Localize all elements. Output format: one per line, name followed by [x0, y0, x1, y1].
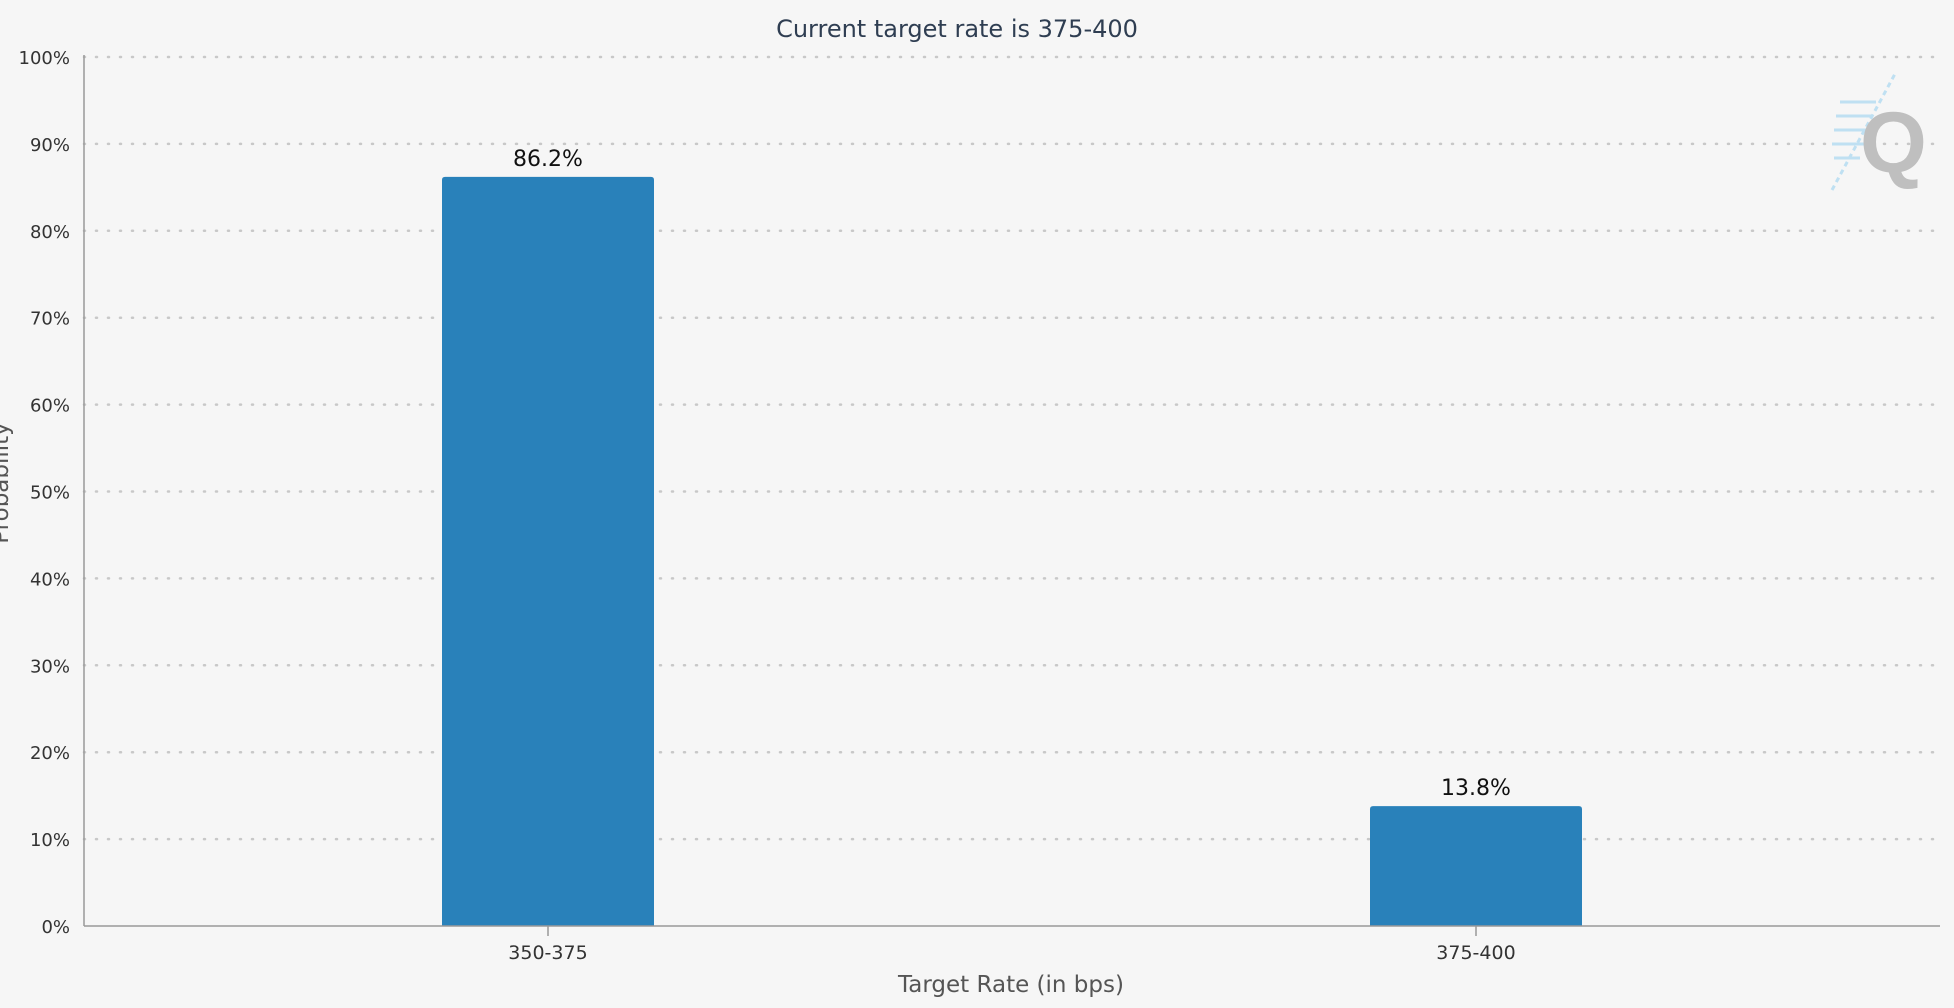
- data-labels: 86.2% 13.8%: [513, 147, 1511, 801]
- y-tick-label: 50%: [30, 483, 70, 504]
- bars: [442, 176, 1582, 926]
- grid-lines: [82, 55, 1942, 841]
- y-tick-label: 90%: [30, 135, 70, 156]
- y-tick-label: 70%: [30, 309, 70, 330]
- y-tick-label: 40%: [30, 569, 70, 590]
- bar-350-375[interactable]: [442, 176, 654, 926]
- bar-value-label: 13.8%: [1441, 776, 1511, 801]
- y-tick-label: 10%: [30, 830, 70, 851]
- x-tick-label: 350-375: [508, 942, 587, 964]
- chart-title: Current target rate is 375-400: [776, 15, 1138, 43]
- y-axis-ticks: 0% 10% 20% 30% 40% 50% 60% 70% 80% 90% 100%: [19, 48, 70, 938]
- q-logo-icon: Q: [1830, 71, 1927, 191]
- x-axis-ticks: 350-375 375-400: [508, 926, 1516, 964]
- bar-value-label: 86.2%: [513, 147, 583, 172]
- y-tick-label: 60%: [30, 396, 70, 417]
- y-tick-label: 100%: [19, 48, 70, 69]
- y-axis-title: Probability: [0, 422, 14, 544]
- x-axis-title: Target Rate (in bps): [897, 972, 1124, 998]
- bar-375-400[interactable]: [1370, 806, 1582, 926]
- y-tick-label: 30%: [30, 656, 70, 677]
- q-logo-letter: Q: [1860, 95, 1927, 191]
- y-tick-label: 20%: [30, 743, 70, 764]
- y-tick-label: 80%: [30, 222, 70, 243]
- y-tick-label: 0%: [41, 917, 70, 938]
- x-tick-label: 375-400: [1436, 942, 1515, 964]
